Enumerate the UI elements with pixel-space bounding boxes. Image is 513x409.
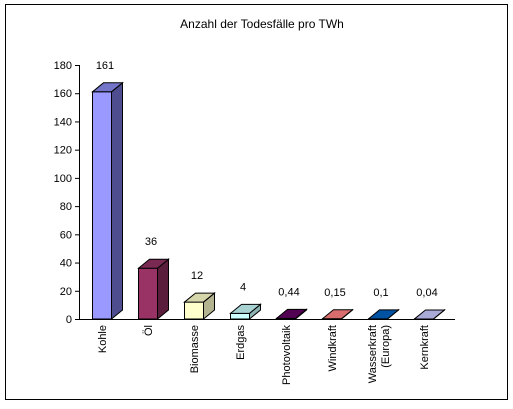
x-tick-label-line: Photovoltaik [281, 325, 293, 385]
bar-value-label: 161 [96, 60, 114, 72]
x-tick-label-line: Biomasse [189, 325, 201, 373]
y-tick-label: 40 [60, 258, 72, 270]
y-tick-label: 0 [66, 314, 72, 326]
bars [91, 81, 446, 321]
x-tick-label: Wasserkraft(Europa) [367, 325, 392, 383]
bar-value-label: 0,1 [373, 287, 388, 299]
x-tick-label: Windkraft [327, 325, 339, 371]
bar-group [413, 308, 446, 321]
bar-front [138, 267, 158, 320]
y-tick-label: 80 [60, 201, 72, 213]
bar-front [230, 312, 250, 320]
bar-group [229, 303, 262, 321]
x-tick-label-line: Kohle [97, 325, 109, 353]
y-tick-label: 120 [54, 145, 72, 157]
bar-group [183, 292, 216, 321]
x-tick-label: Kohle [97, 325, 109, 353]
chart-title: Anzahl der Todesfälle pro TWh [180, 17, 344, 31]
bar-front [184, 301, 204, 320]
bar-top [413, 309, 446, 320]
x-tick-label-line: Öl [143, 325, 155, 336]
x-tick-label: Kernkraft [419, 325, 431, 370]
bar-group [321, 308, 354, 321]
chart-border [5, 4, 508, 400]
bar-group [275, 308, 308, 321]
axes: 0 20 40 60 80 100 120 140 160 180 [54, 60, 455, 326]
y-tick-label: 100 [54, 173, 72, 185]
y-tick-label: 180 [54, 60, 72, 72]
x-tick-label-line: (Europa) [380, 325, 392, 368]
bar-top [137, 258, 170, 269]
x-tick-label: Photovoltaik [281, 325, 293, 385]
bar-value-label: 0,04 [416, 287, 437, 299]
bar-top [91, 82, 124, 93]
bar-value-label: 36 [145, 236, 157, 248]
labels: 161 Kohle 36 Öl 12 Biomasse 4 Erdgas 0,44 Photovo… [96, 60, 438, 385]
y-tick-label: 140 [54, 116, 72, 128]
bar-front [92, 91, 112, 320]
x-tick-label: Öl [143, 325, 155, 336]
x-tick-label-line: Windkraft [327, 325, 339, 371]
bar-group [137, 258, 170, 321]
x-tick-label-line: Kernkraft [419, 325, 431, 370]
bar-top [275, 308, 308, 319]
bar-value-label: 12 [191, 270, 203, 282]
x-tick-label-line: Erdgas [235, 325, 247, 360]
bar-top [229, 303, 262, 314]
bar-value-label: 0,44 [278, 286, 299, 298]
x-tick-label: Erdgas [235, 325, 247, 360]
y-tick-label: 60 [60, 229, 72, 241]
y-tick-label: 160 [54, 88, 72, 100]
bar-value-label: 4 [240, 281, 246, 293]
x-tick-label-line: Wasserkraft [367, 325, 379, 383]
bar-top [321, 309, 354, 320]
bar-top [183, 292, 216, 303]
bar-side [157, 258, 169, 321]
bar-group [91, 81, 124, 321]
bar-value-label: 0,15 [324, 287, 345, 299]
x-tick-label: Biomasse [189, 325, 201, 373]
y-tick-label: 20 [60, 286, 72, 298]
bar-group [367, 308, 400, 321]
bar-side [111, 81, 123, 321]
bar-top [367, 309, 400, 320]
